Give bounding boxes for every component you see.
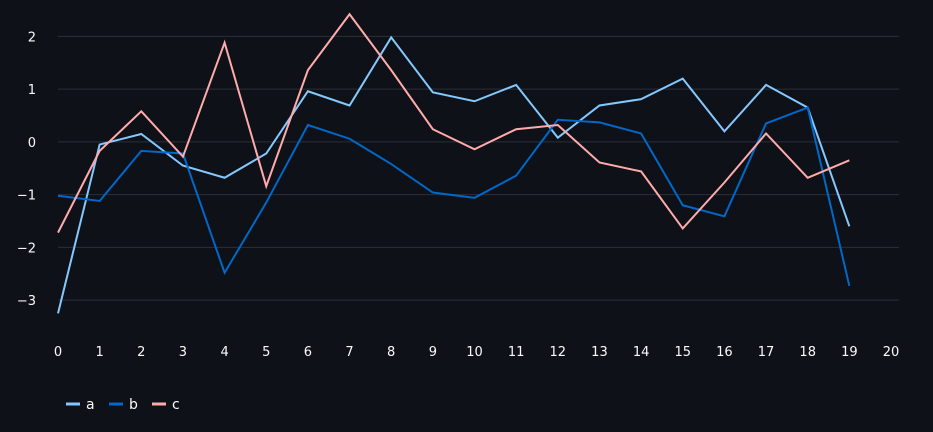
x-tick-label: 15	[674, 345, 691, 360]
x-tick-label: 12	[550, 345, 567, 360]
x-axis: 0 1 2 3 4 5 6 7 8 9 10 11 12 13 14 15 16 17 18 19 20	[54, 345, 899, 360]
series-lines	[57, 12, 851, 314]
x-tick-label: 20	[883, 345, 900, 360]
x-tick-label: 3	[179, 345, 187, 360]
x-tick-label: 8	[387, 345, 395, 360]
x-tick-label: 1	[96, 345, 104, 360]
y-tick-label: 0	[28, 136, 36, 151]
legend-label: c	[172, 397, 180, 413]
x-tick-label: 10	[466, 345, 483, 360]
x-tick-label: 0	[54, 345, 62, 360]
x-tick-label: 9	[429, 345, 437, 360]
legend-item-a[interactable]: a	[66, 397, 95, 413]
x-tick-label: 11	[508, 345, 525, 360]
y-tick-label: −1	[17, 189, 36, 204]
y-tick-label: −2	[17, 241, 36, 256]
x-tick-label: 4	[220, 345, 228, 360]
y-tick-label: 2	[28, 30, 36, 45]
x-tick-label: 14	[633, 345, 650, 360]
x-tick-label: 5	[262, 345, 270, 360]
x-tick-label: 2	[137, 345, 145, 360]
legend: a b c	[66, 397, 180, 413]
y-axis: −3 −2 −1 0 1 2	[17, 30, 36, 309]
x-tick-label: 16	[716, 345, 733, 360]
legend-item-c[interactable]: c	[152, 397, 180, 413]
legend-label: b	[129, 397, 138, 413]
legend-label: a	[86, 397, 95, 413]
x-tick-label: 13	[591, 345, 608, 360]
x-tick-label: 19	[841, 345, 858, 360]
gridlines	[58, 35, 899, 301]
x-tick-label: 6	[304, 345, 312, 360]
series-line-c	[57, 12, 850, 234]
series-line-b	[57, 106, 851, 287]
series-line-a	[57, 35, 851, 314]
x-tick-label: 18	[799, 345, 816, 360]
x-tick-label: 17	[758, 345, 775, 360]
legend-item-b[interactable]: b	[109, 397, 138, 413]
y-tick-label: −3	[17, 294, 36, 309]
y-tick-label: 1	[28, 83, 36, 98]
x-tick-label: 7	[345, 345, 353, 360]
